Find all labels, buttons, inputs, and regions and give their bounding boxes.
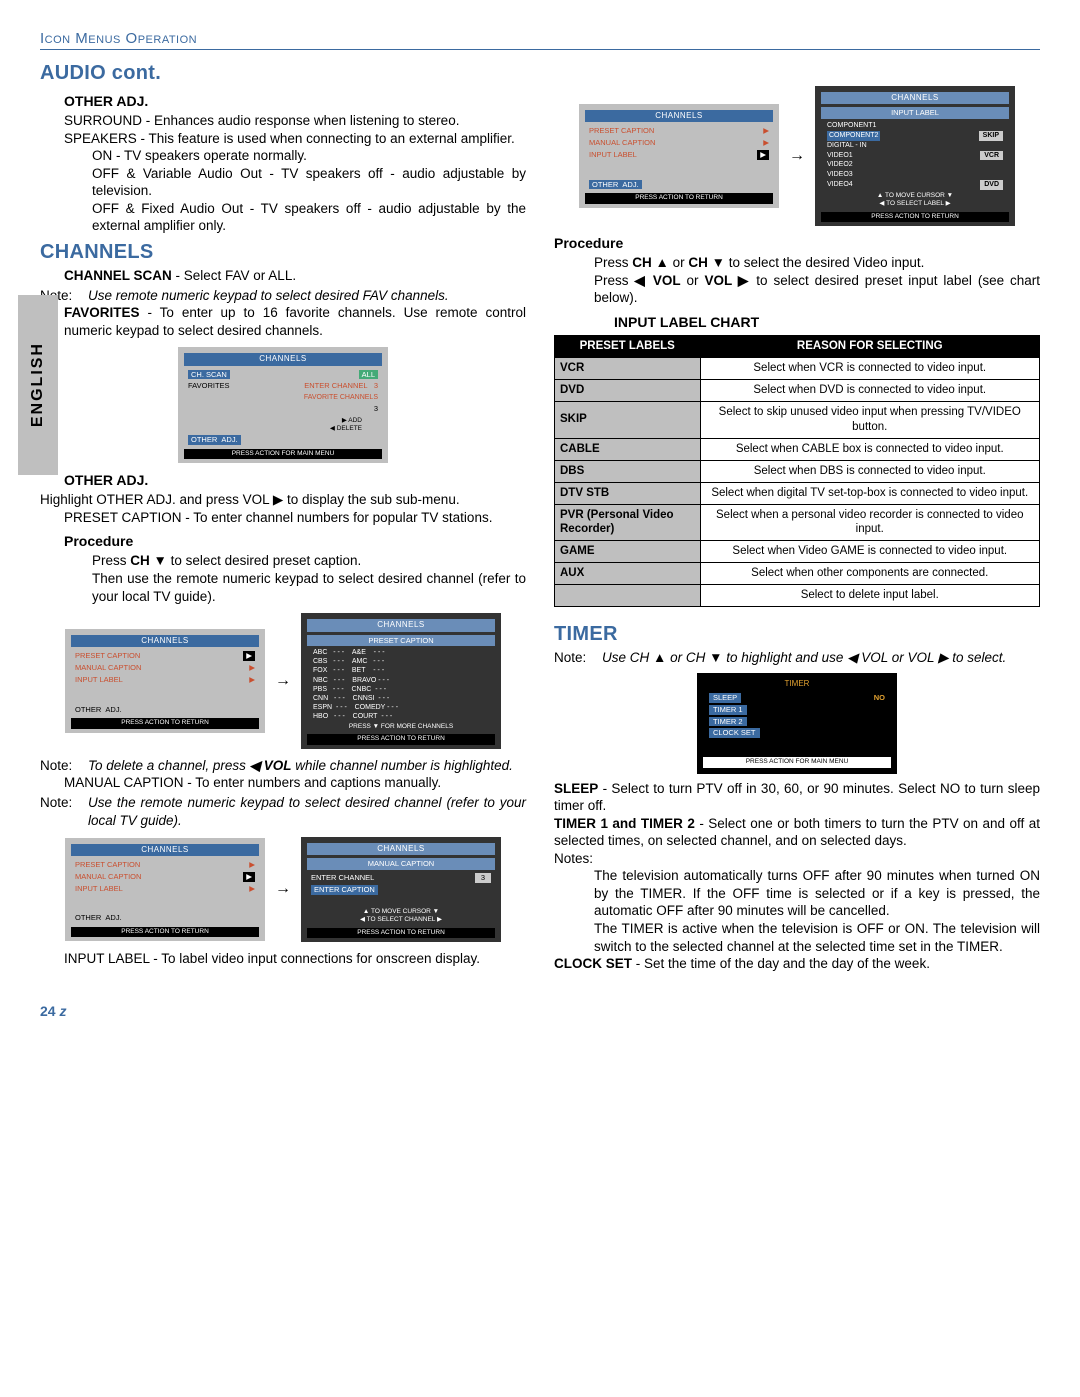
chart-reason: Select when DBS is connected to video in… (700, 460, 1040, 482)
chart-reason: Select when DVD is connected to video in… (700, 379, 1040, 401)
other-adj-body: Highlight OTHER ADJ. and press VOL ▶ to … (40, 491, 526, 509)
preset-caption-text: PRESET CAPTION - To enter channel number… (64, 509, 526, 527)
arrow-icon: → (789, 146, 805, 167)
input-label-chart: PRESET LABELSREASON FOR SELECTING VCRSel… (554, 335, 1040, 607)
osd-channels-menu-c: CHANNELS PRESET CAPTION▶ MANUAL CAPTION▶… (579, 104, 779, 208)
osd-preset-caption-list: CHANNELS PRESET CAPTION ABC - - - A&E - … (301, 613, 501, 749)
osd-timer: TIMER SLEEPNO TIMER 1 TIMER 2 CLOCK SET … (697, 673, 897, 774)
chart-reason: Select to skip unused video input when p… (700, 401, 1040, 438)
audio-cont-heading: AUDIO cont. (40, 60, 526, 86)
chart-head-1: PRESET LABELS (555, 336, 701, 358)
speakers-on: ON - TV speakers operate normally. (92, 147, 526, 165)
speakers-off-fix: OFF & Fixed Audio Out - TV speakers off … (92, 200, 526, 235)
chart-reason: Select when CABLE box is connected to vi… (700, 438, 1040, 460)
other-adj-2-heading: OTHER ADJ. (64, 471, 526, 489)
osd-channels-favorites: CHANNELS CH. SCANALL FAVORITESENTER CHAN… (178, 347, 388, 463)
speakers-off-var: OFF & Variable Audio Out - TV speakers o… (92, 165, 526, 200)
chart-label: GAME (555, 541, 701, 563)
chart-label: DBS (555, 460, 701, 482)
chart-reason: Select to delete input label. (700, 585, 1040, 607)
chart-label: SKIP (555, 401, 701, 438)
arrow-icon: → (275, 879, 291, 900)
note-3: Note: Use the remote numeric keypad to s… (40, 794, 526, 829)
note-1: Note: Use remote numeric keypad to selec… (40, 287, 526, 305)
channels-heading: CHANNELS (40, 239, 526, 265)
language-tab-label: ENGLISH (29, 342, 47, 427)
chart-label: VCR (555, 357, 701, 379)
timer-note: Note: Use CH ▲ or CH ▼ to highlight and … (554, 649, 1040, 667)
osd-manual-caption: CHANNELS MANUAL CAPTION ENTER CHANNEL3 E… (301, 837, 501, 942)
right-column: CHANNELS PRESET CAPTION▶ MANUAL CAPTION▶… (554, 56, 1040, 973)
page-footer: 24 z (40, 1003, 1040, 1019)
speakers-text: SPEAKERS - This feature is used when con… (64, 130, 526, 148)
chart-label: CABLE (555, 438, 701, 460)
proc-r1: Press CH ▲ or CH ▼ to select the desired… (594, 254, 1040, 272)
clock-set-text: CLOCK SET - Set the time of the day and … (554, 955, 1040, 973)
timers-text: TIMER 1 and TIMER 2 - Select one or both… (554, 815, 1040, 850)
chart-label: DVD (555, 379, 701, 401)
chart-title: INPUT LABEL CHART (614, 313, 1040, 331)
manual-caption-text: MANUAL CAPTION - To enter numbers and ca… (64, 774, 526, 792)
chart-reason: Select when digital TV set-top-box is co… (700, 482, 1040, 504)
left-column: AUDIO cont. OTHER ADJ. SURROUND - Enhanc… (40, 56, 526, 973)
note-text: Use remote numeric keypad to select desi… (88, 287, 526, 305)
chart-reason: Select when a personal video recorder is… (700, 504, 1040, 541)
osd-channels-menu-a: CHANNELS PRESET CAPTION▶ MANUAL CAPTION▶… (65, 629, 265, 733)
chart-label: PVR (Personal Video Recorder) (555, 504, 701, 541)
language-tab: ENGLISH (18, 295, 58, 475)
proc-1: Press CH ▼ to select desired preset capt… (92, 552, 526, 570)
chart-label: AUX (555, 563, 701, 585)
timer-n1: The television automatically turns OFF a… (594, 867, 1040, 920)
arrow-icon: → (275, 671, 291, 692)
notes-label: Notes: (554, 850, 1040, 868)
chart-head-2: REASON FOR SELECTING (700, 336, 1040, 358)
channel-scan-text: CHANNEL SCAN - Select FAV or ALL. (64, 267, 526, 285)
page-header: ICON MENUS OPERATION (40, 30, 1040, 50)
osd-input-label: CHANNELS INPUT LABEL COMPONENT1 COMPONEN… (815, 86, 1015, 226)
osd-channels-menu-b: CHANNELS PRESET CAPTION▶ MANUAL CAPTION▶… (65, 838, 265, 942)
surround-text: SURROUND - Enhances audio response when … (64, 112, 526, 130)
timer-heading: TIMER (554, 621, 1040, 647)
sleep-text: SLEEP - Select to turn PTV off in 30, 60… (554, 780, 1040, 815)
proc-2: Then use the remote numeric keypad to se… (92, 570, 526, 605)
input-label-text: INPUT LABEL - To label video input conne… (64, 950, 526, 968)
procedure-heading-r: Procedure (554, 234, 1040, 252)
chart-label (555, 585, 701, 607)
proc-r2: Press ◀ VOL or VOL ▶ to select desired p… (594, 272, 1040, 307)
chart-reason: Select when VCR is connected to video in… (700, 357, 1040, 379)
other-adj-heading: OTHER ADJ. (64, 92, 526, 110)
note-2: Note: To delete a channel, press ◀ VOL w… (40, 757, 526, 775)
procedure-heading: Procedure (64, 532, 526, 550)
chart-reason: Select when Video GAME is connected to v… (700, 541, 1040, 563)
chart-reason: Select when other components are connect… (700, 563, 1040, 585)
chart-label: DTV STB (555, 482, 701, 504)
favorites-text: FAVORITES - To enter up to 16 favorite c… (64, 304, 526, 339)
timer-n2: The TIMER is active when the television … (594, 920, 1040, 955)
